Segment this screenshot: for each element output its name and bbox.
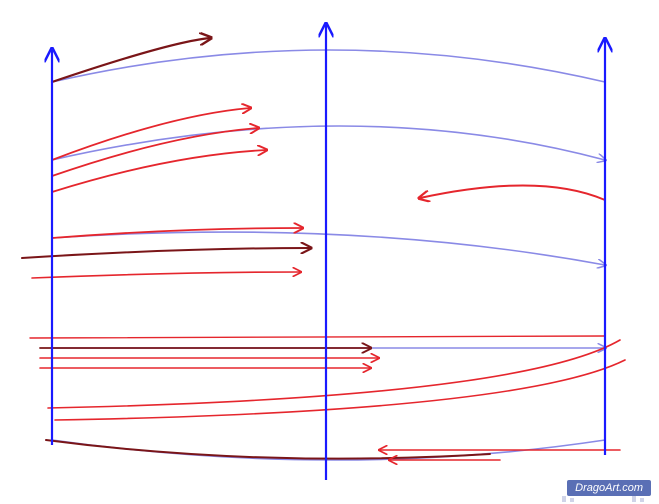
stroke-arrow [52,150,266,192]
horizontal-guide-curves [52,50,605,460]
stroke-arrow [52,108,250,160]
stroke-arrow [52,38,210,82]
stroke-direction-arrows [22,38,625,460]
watermark-badge: DragoArt.com [567,480,651,496]
decor-bar [632,496,636,502]
stroke-arrow [48,340,620,408]
guide-curve [52,232,605,265]
watermark-text: DragoArt.com [575,482,643,494]
stroke-arrow [52,128,258,176]
stroke-arrow [22,248,310,258]
decor-bar [570,498,574,502]
decor-bar [562,496,566,502]
stroke-arrow [32,272,300,278]
decor-bar [640,498,644,502]
stroke-arrow [30,336,605,338]
drawing-diagram [0,0,659,504]
stroke-arrow [55,360,625,420]
stroke-arrow [420,185,605,200]
